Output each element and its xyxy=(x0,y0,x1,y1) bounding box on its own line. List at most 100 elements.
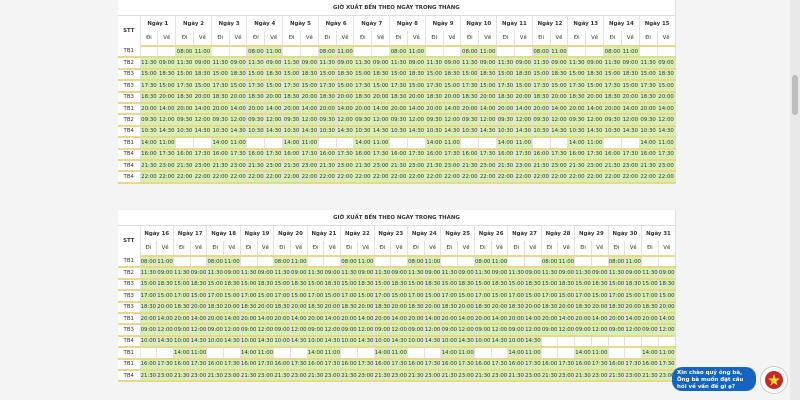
time-cell: 09:30 xyxy=(532,114,551,127)
time-cell: 18:30 xyxy=(478,68,498,82)
sub-header: Về xyxy=(193,31,212,47)
time-cell: 20:00 xyxy=(550,91,569,104)
day-row: STT Ngày 16 Ngày 17 Ngày 18 Ngày 19 Ngày 20 Ng… xyxy=(118,225,676,256)
schedule-table: GIỜ XUẤT BẾN THEO NGÀY TRONG THÁNG STT Ngà… xyxy=(118,0,676,184)
day-header: Ngày 3 xyxy=(211,15,248,31)
time-cell: 15:00 xyxy=(407,278,425,292)
time-cell: 20:00 xyxy=(229,91,248,104)
table-title: GIỜ XUẤT BẾN THEO NGÀY TRONG THÁNG xyxy=(118,0,676,16)
time-cell: 12:00 xyxy=(323,324,342,337)
time-cell: 20:00 xyxy=(175,102,194,116)
time-cell: 17:30 xyxy=(657,148,676,161)
day-header: Ngày 18 xyxy=(206,225,241,241)
table: GIỜ XUẤT BẾN THEO NGÀY TRONG THÁNG STT Ngà… xyxy=(118,0,676,184)
time-cell: 14:30 xyxy=(478,125,498,139)
time-cell: 10:00 xyxy=(206,335,225,349)
time-cell: 17:30 xyxy=(425,80,444,93)
time-cell: 20:00 xyxy=(257,301,275,314)
time-cell: 09:00 xyxy=(257,267,275,280)
time-cell: 22:00 xyxy=(211,171,230,184)
time-cell: 11:30 xyxy=(460,57,480,70)
time-cell: 10:00 xyxy=(273,335,291,349)
time-cell: 21:30 xyxy=(541,369,559,383)
time-cell: 09:00 xyxy=(223,267,241,280)
day-header: Ngày 11 xyxy=(496,15,533,31)
time-cell: 18:30 xyxy=(557,278,576,292)
time-cell: 22:00 xyxy=(318,171,337,184)
time-cell: 14:00 xyxy=(567,137,587,150)
time-cell: 18:30 xyxy=(621,68,640,82)
time-cell: 09:00 xyxy=(193,57,212,70)
time-cell: 18:30 xyxy=(173,301,191,314)
time-cell: 21:30 xyxy=(211,159,230,173)
time-cell: 08:00 xyxy=(407,256,425,269)
time-cell: 15:00 xyxy=(624,290,643,303)
time-cell: 09:00 xyxy=(407,324,425,337)
time-cell: 17:00 xyxy=(608,290,626,303)
time-cell: 23:00 xyxy=(190,369,208,383)
time-cell: 14:00 xyxy=(156,312,174,326)
time-cell: 18:30 xyxy=(657,68,676,82)
stt-cell: TB2 xyxy=(118,114,141,127)
time-cell: 23:00 xyxy=(156,369,174,383)
time-cell: 17:30 xyxy=(264,148,284,161)
time-cell: 11:00 xyxy=(190,347,208,360)
time-cell: 23:00 xyxy=(557,369,576,383)
time-cell: 12:00 xyxy=(424,324,442,337)
time-cell: 16:00 xyxy=(211,148,230,161)
scroll-thumb[interactable] xyxy=(792,75,798,115)
time-cell: 17:30 xyxy=(282,80,301,93)
chat-avatar[interactable] xyxy=(760,366,788,394)
time-cell: 11:00 xyxy=(223,256,241,269)
time-cell: 12:00 xyxy=(390,324,408,337)
time-cell: 18:30 xyxy=(532,91,551,104)
time-cell: 22:00 xyxy=(460,171,480,184)
time-cell: 08:00 xyxy=(603,46,622,59)
time-cell: 22:00 xyxy=(657,171,676,184)
time-cell xyxy=(541,347,559,360)
time-cell xyxy=(323,256,342,269)
time-cell: 17:00 xyxy=(240,290,258,303)
time-cell: 17:00 xyxy=(407,290,425,303)
time-cell: 20:00 xyxy=(557,301,576,314)
time-cell: 14:30 xyxy=(657,125,676,139)
sub-header: Về xyxy=(290,241,308,257)
time-cell: 15:00 xyxy=(532,68,551,82)
title-row: GIỜ XUẤT BẾN THEO NGÀY TRONG THÁNG xyxy=(118,0,676,16)
time-cell: 15:00 xyxy=(175,68,194,82)
time-cell: 21:30 xyxy=(307,369,325,383)
time-cell: 20:00 xyxy=(323,301,342,314)
time-cell: 18:30 xyxy=(323,278,342,292)
day-header: Ngày 25 xyxy=(440,225,475,241)
time-cell xyxy=(407,347,425,360)
time-cell: 14:30 xyxy=(621,125,640,139)
time-cell: 17:30 xyxy=(639,80,658,93)
time-cell: 18:30 xyxy=(440,301,459,314)
scrollbar[interactable] xyxy=(790,0,800,400)
time-cell: 12:00 xyxy=(156,324,174,337)
time-cell: 14:00 xyxy=(424,312,442,326)
time-cell: 16:00 xyxy=(440,358,459,371)
time-cell: 20:00 xyxy=(318,102,337,116)
time-cell: 15:00 xyxy=(353,68,373,82)
time-cell: 17:30 xyxy=(223,358,241,371)
time-cell xyxy=(603,137,622,150)
sub-header: Về xyxy=(229,31,248,47)
data-row: TB4 16:00 17:30 16:00 17:30 16:00 17:30 16:00 17… xyxy=(118,148,676,161)
time-cell: 14:00 xyxy=(190,312,208,326)
time-cell: 18:30 xyxy=(353,91,373,104)
time-cell: 18:30 xyxy=(290,278,308,292)
chat-bubble[interactable]: Xin chào quý ông bà, Ông bà muốn đặt câu… xyxy=(672,367,756,391)
time-cell xyxy=(223,347,241,360)
day-header: Ngày 5 xyxy=(282,15,319,31)
time-cell: 14:00 xyxy=(657,102,676,116)
sub-header: Về xyxy=(407,31,426,47)
sub-header: Đi xyxy=(532,31,551,47)
time-cell: 09:00 xyxy=(340,324,358,337)
time-cell: 18:30 xyxy=(229,68,248,82)
time-cell xyxy=(240,256,258,269)
time-cell: 15:00 xyxy=(574,278,592,292)
time-cell: 09:00 xyxy=(478,57,498,70)
time-cell: 09:00 xyxy=(621,57,640,70)
